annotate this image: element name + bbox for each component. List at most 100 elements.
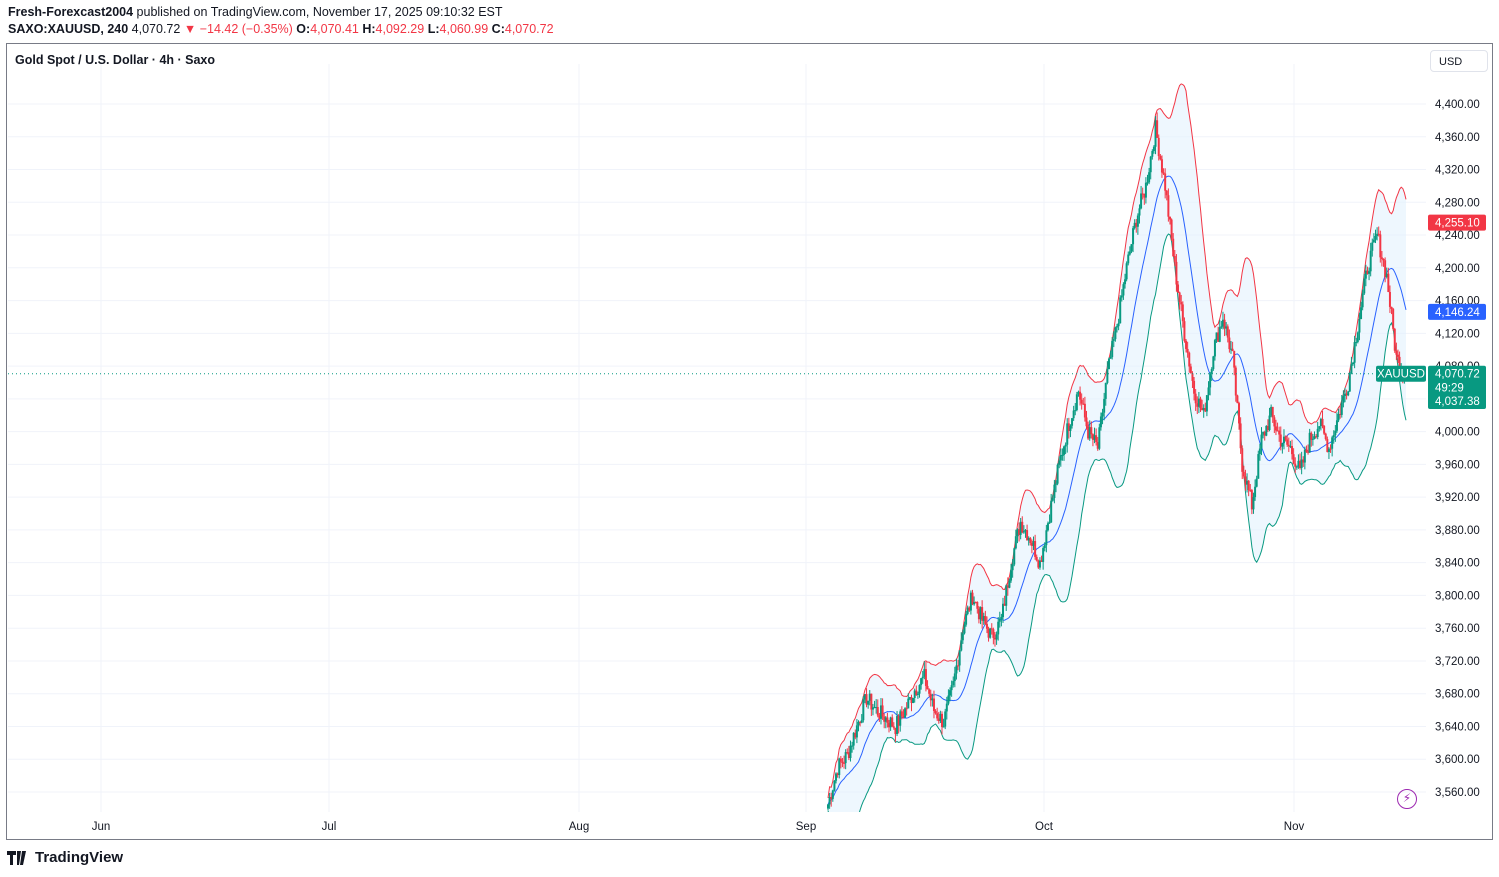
candle-body: [1140, 193, 1143, 209]
candle-body: [847, 752, 850, 758]
candle-body: [1107, 358, 1110, 370]
candle-body: [1149, 156, 1152, 173]
candle-body: [1146, 182, 1149, 184]
candle-body: [936, 713, 939, 719]
candle-body: [1045, 530, 1048, 546]
candle-body: [1284, 436, 1287, 440]
candle-body: [918, 685, 921, 694]
candle-body: [1339, 413, 1342, 415]
candle-body: [981, 607, 984, 621]
candle-body: [1352, 362, 1355, 365]
candle-body: [939, 713, 942, 721]
candle-body: [1225, 326, 1228, 329]
candle-body: [1111, 340, 1114, 358]
candle-body: [1340, 402, 1343, 415]
candle-body: [1080, 399, 1083, 404]
candle-body: [1053, 484, 1056, 499]
candle-body: [1183, 321, 1186, 341]
change-arrow-icon: ▼: [183, 22, 197, 36]
candle-body: [1202, 408, 1205, 411]
candle-body: [1152, 146, 1155, 152]
candle-body: [1035, 556, 1038, 561]
candle-body: [897, 716, 900, 726]
candle-body: [968, 607, 971, 611]
candle-body: [1278, 430, 1281, 435]
candle-body: [916, 693, 919, 695]
symbol-price-label: XAUUSD: [1377, 369, 1425, 381]
candle-body: [1395, 350, 1398, 355]
author-name[interactable]: Fresh-Forexcast2004: [8, 5, 134, 19]
candle-body: [1132, 228, 1135, 245]
candle-body: [1079, 391, 1082, 400]
candle-body: [839, 758, 842, 762]
candle-body: [1361, 293, 1364, 308]
candle-body: [1228, 337, 1231, 350]
candle-body: [1350, 364, 1353, 374]
candle-body: [1374, 235, 1377, 240]
lightning-icon[interactable]: ⚡: [1397, 789, 1417, 809]
candle-body: [1241, 448, 1244, 472]
y-tick-label: 4,320.00: [1435, 165, 1480, 177]
y-tick-label: 3,560.00: [1435, 787, 1480, 799]
last-price-label: 4,070.72: [1435, 369, 1480, 381]
candle-body: [1250, 490, 1253, 510]
candle-body: [1254, 486, 1257, 498]
candle-body: [1379, 234, 1382, 258]
candle-body: [1159, 156, 1162, 160]
candle-body: [1175, 261, 1178, 285]
candle-body: [931, 698, 934, 701]
tradingview-logo[interactable]: TradingView: [7, 849, 123, 866]
candle-body: [1016, 529, 1019, 537]
candle-body: [974, 602, 977, 604]
candle-body: [1377, 233, 1380, 235]
candle-body: [1181, 304, 1184, 322]
candle-body: [1299, 460, 1302, 468]
candle-body: [929, 693, 932, 701]
candle-body: [1030, 542, 1033, 546]
candle-body: [1144, 182, 1147, 198]
candle-body: [965, 613, 968, 625]
candle-body: [836, 773, 839, 776]
candle-body: [900, 711, 903, 717]
candle-body: [1366, 270, 1369, 274]
candle-body: [1209, 373, 1212, 388]
symbol-label[interactable]: SAXO:XAUUSD, 240: [8, 22, 129, 36]
candle-body: [1024, 530, 1027, 532]
candle-body: [1223, 319, 1226, 329]
candle-body: [841, 761, 844, 763]
candle-body: [1221, 319, 1224, 327]
candle-body: [881, 705, 884, 717]
candle-body: [1074, 410, 1077, 412]
candle-body: [1318, 426, 1321, 429]
candle-body: [1119, 297, 1122, 324]
candle-body: [1348, 373, 1351, 392]
candle-body: [865, 694, 868, 705]
candle-body: [1388, 291, 1391, 307]
currency-selector[interactable]: USD: [1430, 50, 1488, 72]
candle-body: [1268, 415, 1271, 431]
candle-body: [1234, 367, 1237, 396]
candle-body: [1363, 278, 1366, 294]
candle-body: [926, 685, 929, 690]
x-tick-label: Jun: [92, 821, 111, 833]
candle-body: [1116, 326, 1118, 328]
y-tick-label: 4,400.00: [1435, 99, 1480, 111]
brand-name: TradingView: [35, 849, 124, 866]
candle-body: [1364, 270, 1367, 279]
candle-body: [1289, 446, 1292, 448]
candle-body: [1358, 319, 1361, 333]
candle-body: [1133, 222, 1136, 229]
candle-body: [949, 690, 952, 696]
candle-body: [1170, 219, 1173, 239]
candle-body: [1392, 308, 1395, 329]
candle-body: [1360, 307, 1363, 320]
candle-body: [1048, 522, 1051, 524]
candle-body: [886, 717, 889, 723]
candle-body: [1300, 459, 1303, 468]
candle-body: [899, 711, 902, 726]
candle-body: [1356, 332, 1359, 342]
candle-body: [1369, 250, 1372, 272]
candle-body: [1156, 120, 1159, 138]
candle-body: [1332, 435, 1335, 438]
